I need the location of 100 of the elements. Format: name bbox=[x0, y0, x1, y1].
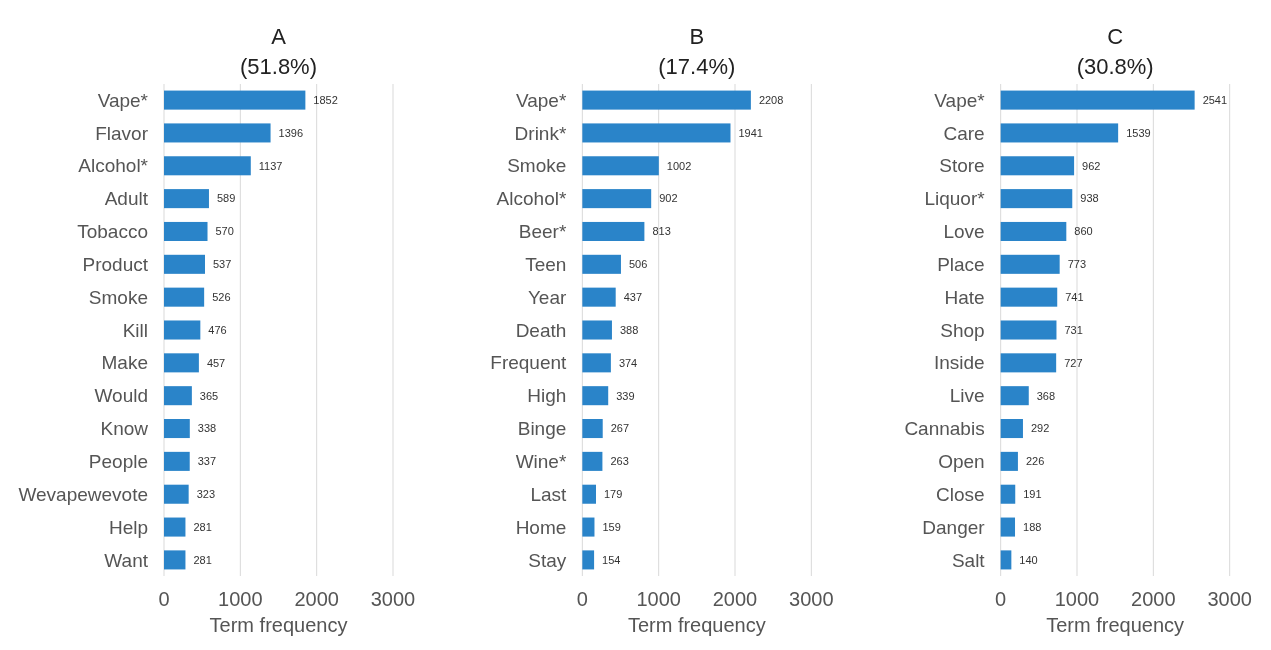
bar bbox=[582, 451, 603, 471]
y-tick-label: Danger bbox=[922, 516, 986, 538]
data-label: 188 bbox=[1023, 520, 1042, 533]
x-tick-label: 3000 bbox=[370, 588, 416, 610]
bar bbox=[1000, 123, 1119, 143]
data-label: 570 bbox=[215, 225, 234, 238]
data-label: 281 bbox=[193, 553, 212, 566]
x-axis-title: Term frequency bbox=[1046, 614, 1185, 636]
data-label: 1396 bbox=[278, 126, 304, 139]
y-tick-label: Wevapewevote bbox=[18, 483, 148, 505]
y-tick-label: Tobacco bbox=[77, 221, 148, 243]
x-tick-label: 3000 bbox=[789, 588, 834, 610]
x-tick-label: 2000 bbox=[294, 588, 339, 610]
data-label: 281 bbox=[193, 520, 212, 533]
y-tick-label: Product bbox=[82, 253, 149, 275]
y-tick-label: Death bbox=[515, 319, 567, 341]
y-tick-label: Drink* bbox=[514, 122, 567, 144]
y-tick-label: Love bbox=[943, 221, 985, 243]
y-tick-label: Store bbox=[939, 155, 985, 177]
bar bbox=[1000, 386, 1029, 406]
x-tick-label: 0 bbox=[995, 588, 1007, 610]
y-tick-label: Alcohol* bbox=[496, 188, 567, 210]
y-tick-label: Salt bbox=[951, 549, 986, 571]
bar bbox=[1000, 254, 1060, 274]
data-label: 860 bbox=[1074, 225, 1093, 238]
y-tick-label: Hate bbox=[944, 286, 985, 308]
data-label: 374 bbox=[618, 356, 638, 369]
y-tick-label: Year bbox=[527, 286, 568, 308]
y-tick-label: Home bbox=[515, 516, 567, 538]
chart-title: B bbox=[689, 24, 705, 49]
data-label: 179 bbox=[604, 488, 623, 501]
data-label: 365 bbox=[199, 389, 219, 402]
bar bbox=[1000, 189, 1073, 209]
data-label: 368 bbox=[1036, 389, 1056, 402]
chart-subtitle: (17.4%) bbox=[658, 54, 736, 79]
y-tick-label: Help bbox=[108, 516, 148, 538]
data-label: 1002 bbox=[666, 159, 692, 172]
bar bbox=[582, 550, 595, 570]
bar bbox=[164, 123, 271, 143]
data-label: 773 bbox=[1067, 258, 1087, 271]
y-tick-label: Binge bbox=[517, 418, 567, 440]
y-tick-label: Close bbox=[936, 483, 985, 505]
bar bbox=[164, 189, 209, 209]
y-tick-label: People bbox=[88, 451, 148, 473]
data-label: 159 bbox=[602, 520, 621, 533]
data-label: 338 bbox=[197, 422, 217, 435]
chart-subtitle: (30.8%) bbox=[1076, 54, 1154, 79]
y-tick-label: Make bbox=[101, 352, 148, 374]
x-tick-label: 2000 bbox=[1131, 588, 1176, 610]
y-tick-label: Live bbox=[949, 385, 985, 407]
bar bbox=[1000, 353, 1057, 373]
data-label: 2208 bbox=[758, 93, 784, 106]
bar bbox=[164, 287, 205, 307]
bar bbox=[582, 353, 611, 373]
bar bbox=[1000, 517, 1016, 537]
data-label: 437 bbox=[623, 291, 643, 304]
bar bbox=[1000, 156, 1075, 176]
bar bbox=[582, 254, 621, 274]
data-label: 267 bbox=[610, 422, 630, 435]
data-label: 1539 bbox=[1126, 126, 1151, 139]
data-label: 727 bbox=[1064, 356, 1083, 369]
data-label: 337 bbox=[197, 455, 217, 468]
data-label: 292 bbox=[1030, 422, 1050, 435]
bar bbox=[164, 386, 192, 406]
y-tick-label: Open bbox=[938, 451, 985, 473]
data-label: 457 bbox=[206, 356, 226, 369]
y-tick-label: Inside bbox=[933, 352, 985, 374]
x-tick-label: 1000 bbox=[636, 588, 681, 610]
x-tick-label: 3000 bbox=[1207, 588, 1252, 610]
y-tick-label: Wine* bbox=[515, 451, 567, 473]
y-tick-label: Cannabis bbox=[904, 418, 985, 440]
data-label: 154 bbox=[602, 553, 621, 566]
data-label: 1137 bbox=[258, 159, 283, 172]
bar bbox=[1000, 90, 1195, 110]
bar bbox=[1000, 221, 1067, 241]
bar bbox=[1000, 419, 1023, 439]
y-tick-label: Care bbox=[943, 122, 985, 144]
x-tick-label: 0 bbox=[576, 588, 588, 610]
bar bbox=[582, 386, 609, 406]
data-label: 476 bbox=[208, 323, 227, 336]
bar bbox=[582, 419, 603, 439]
bar bbox=[1000, 451, 1018, 471]
data-label: 902 bbox=[659, 192, 678, 205]
bar bbox=[164, 419, 190, 439]
data-label: 962 bbox=[1082, 159, 1101, 172]
bar bbox=[582, 156, 659, 176]
y-tick-label: Know bbox=[100, 418, 149, 440]
bar bbox=[1000, 550, 1012, 570]
bar bbox=[582, 123, 731, 143]
chart-title: C bbox=[1107, 24, 1124, 49]
y-tick-label: Would bbox=[94, 385, 148, 407]
y-tick-label: Flavor bbox=[95, 122, 149, 144]
y-tick-label: Want bbox=[104, 549, 149, 571]
bar bbox=[582, 484, 596, 504]
y-tick-label: Beer* bbox=[518, 221, 567, 243]
data-label: 1941 bbox=[738, 126, 763, 139]
bar bbox=[164, 254, 205, 274]
y-tick-label: Smoke bbox=[507, 155, 567, 177]
y-tick-label: Vape* bbox=[934, 89, 986, 111]
bar bbox=[582, 90, 751, 110]
